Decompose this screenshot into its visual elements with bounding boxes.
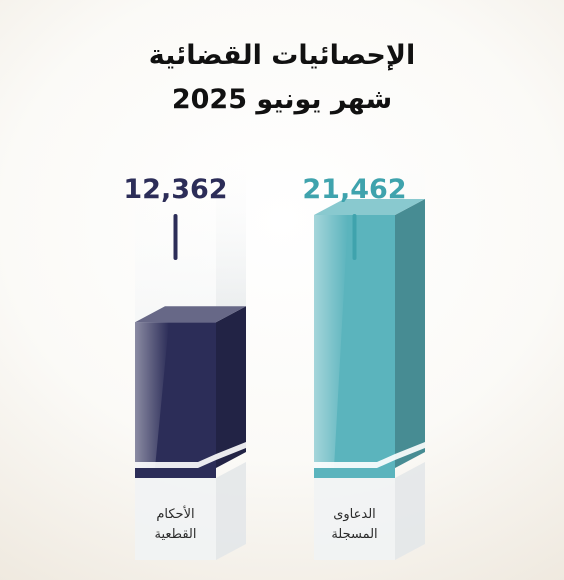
bar-stripe-0 [135,442,246,468]
bar-shine-1 [314,215,348,468]
category-label-0-1: القطعية [155,527,197,542]
bar-shine-0 [135,322,169,468]
title-line-1: الإحصائيات القضائية [148,40,416,71]
category-label-1-0: الدعاوى [333,507,376,522]
pedestal-front-0 [135,478,216,560]
value-label-1: 21,462 [302,174,406,205]
chart-title: الإحصائيات القضائية شهر يونيو 2025 [0,34,564,122]
bar-side-0 [216,306,246,468]
pedestal-side-0 [216,462,246,560]
pedestal-side-1 [395,462,425,560]
category-label-1-1: المسجلة [331,527,377,542]
bar-top-1 [314,199,425,216]
bar-base-0 [135,468,216,478]
title-line-2: شهر يونيو 2025 [171,84,393,115]
bar-group-0: الأحكام القطعية 12,362 [123,144,246,560]
bar-top-0 [135,306,246,323]
bar-side-1 [395,199,425,468]
pedestal-front-1 [314,478,395,560]
bar-base-1 [314,468,395,478]
category-label-0-0: الأحكام [156,505,194,522]
bar-group-1: الدعاوى المسجلة 21,462 [302,144,425,560]
value-label-0: 12,362 [123,174,227,205]
bar-stripe-1 [314,442,425,468]
